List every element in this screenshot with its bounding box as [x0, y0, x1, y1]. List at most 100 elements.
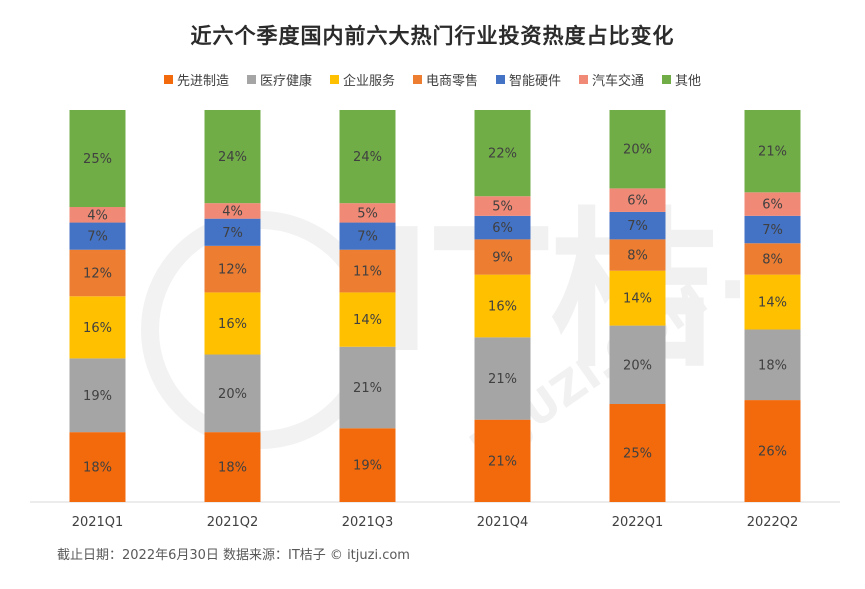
data-label: 9% [492, 251, 513, 266]
data-label: 6% [627, 194, 648, 209]
legend-item: 其他 [662, 70, 701, 89]
data-label: 4% [222, 204, 243, 219]
data-label: 16% [218, 317, 247, 332]
data-label: 19% [83, 389, 112, 404]
legend-label: 先进制造 [176, 74, 229, 89]
data-label: 12% [218, 263, 247, 278]
bar-segment [609, 270, 666, 326]
legend-swatch [412, 75, 422, 84]
bar-segment [474, 337, 531, 420]
bar-segment [339, 203, 396, 223]
bar-segment [744, 192, 801, 216]
legend-item: 电商零售 [412, 70, 478, 89]
legend-swatch [662, 75, 672, 84]
data-label: 21% [488, 372, 517, 387]
bar-segment [204, 354, 261, 433]
legend-swatch [246, 75, 256, 84]
bar-segment [609, 211, 666, 240]
legend-label: 智能硬件 [509, 74, 562, 89]
bar-segment [744, 329, 801, 401]
bar-segment [69, 110, 126, 208]
bar-segment [744, 110, 801, 193]
x-tick-label: 2021Q2 [207, 515, 259, 530]
data-label: 7% [87, 230, 108, 245]
bar-segment [69, 249, 126, 297]
bar-segment [474, 215, 531, 240]
bar-segment [204, 203, 261, 219]
bar-segment [744, 215, 801, 244]
bar-segment [69, 432, 126, 502]
source-note: 截止日期：2022年6月30日 数据来源：IT桔子 © itjuzi.com [57, 548, 410, 563]
data-label: 14% [758, 296, 787, 311]
bar-segment [609, 110, 666, 189]
data-label: 24% [353, 150, 382, 165]
legend-item: 智能硬件 [496, 70, 561, 89]
x-tick-label: 2021Q4 [477, 515, 529, 530]
legend: 先进制造 医疗健康 企业服务 电商零售 智能硬件 汽车交通 其他 [0, 70, 865, 89]
bar-segment [69, 222, 126, 250]
stacked-bar-chart: 18% 19% 16% 12% 7% 4% 25% 2021Q1 18% 20% 16% 12% 7% 4… [30, 110, 840, 530]
bar-segment [69, 207, 126, 223]
legend-label: 其他 [675, 74, 702, 89]
data-label: 6% [492, 221, 513, 236]
data-label: 12% [83, 267, 112, 282]
legend-label: 汽车交通 [592, 74, 645, 89]
data-label: 7% [357, 230, 378, 245]
legend-swatch [496, 75, 505, 84]
data-label: 7% [222, 226, 243, 241]
bar-segment [474, 274, 531, 338]
data-label: 24% [218, 150, 247, 165]
bar-segment [204, 245, 261, 293]
data-label: 5% [357, 206, 378, 221]
data-label: 16% [488, 300, 517, 315]
bar-segment [474, 239, 531, 275]
data-label: 16% [83, 321, 112, 336]
legend-label: 电商零售 [425, 74, 478, 89]
bar-segment [204, 110, 261, 204]
legend-label: 企业服务 [342, 74, 395, 89]
x-tick-label: 2021Q1 [72, 515, 124, 530]
bar-segment [204, 432, 261, 502]
data-label: 4% [87, 208, 108, 223]
data-label: 22% [488, 147, 517, 162]
bar-segment [474, 419, 531, 502]
bar-segment [744, 243, 801, 275]
bar-segment [609, 188, 666, 212]
data-label: 5% [492, 200, 513, 215]
bar-segment [609, 325, 666, 404]
data-label: 25% [623, 447, 652, 462]
data-label: 21% [353, 381, 382, 396]
legend-swatch [579, 75, 589, 84]
data-label: 26% [758, 445, 787, 460]
data-label: 25% [83, 152, 112, 167]
data-label: 21% [758, 145, 787, 160]
chart-title: 近六个季度国内前六大热门行业投资热度占比变化 [190, 24, 675, 48]
bar-segment [609, 239, 666, 271]
x-tick-label: 2021Q3 [342, 515, 394, 530]
bar-segment [339, 249, 396, 293]
data-label: 18% [218, 461, 247, 476]
data-label: 7% [762, 223, 783, 238]
bar-segment [474, 110, 531, 197]
data-label: 20% [623, 358, 652, 373]
bar-segment [744, 400, 801, 502]
bar-segment [339, 428, 396, 502]
data-label: 8% [627, 249, 648, 264]
data-label: 8% [762, 252, 783, 267]
data-label: 14% [623, 292, 652, 307]
bar-segment [339, 110, 396, 204]
bar-segment [744, 274, 801, 330]
data-label: 6% [762, 198, 783, 213]
data-label: 14% [353, 313, 382, 328]
x-tick-label: 2022Q2 [747, 515, 799, 530]
bar-segment [339, 346, 396, 429]
bar-segment [339, 222, 396, 250]
legend-label: 医疗健康 [259, 74, 312, 89]
legend-item: 汽车交通 [579, 70, 644, 89]
legend-item: 先进制造 [163, 70, 229, 89]
data-label: 21% [488, 454, 517, 469]
legend-item: 医疗健康 [246, 70, 312, 89]
data-label: 18% [83, 461, 112, 476]
x-tick-label: 2022Q1 [612, 515, 664, 530]
legend-swatch [329, 75, 339, 84]
